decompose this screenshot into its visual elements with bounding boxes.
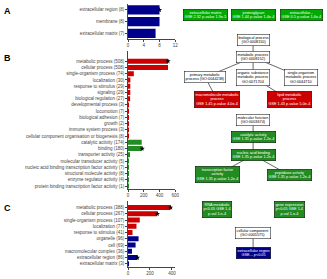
svg-text:nucleic acid binding transcrip: nucleic acid binding transcription facto… [25,165,125,170]
svg-text:nucleic acid bindingGSE 1.35 p: nucleic acid bindingGSE 1.35 p-value 1.2… [233,151,275,160]
svg-text:extracellular region (86): extracellular region (86) [77,255,125,260]
svg-text:organic substancemetabolic pro: organic substancemetabolic processGO:007… [238,71,269,85]
svg-text:localization (30): localization (30) [93,78,125,83]
svg-text:metabolic process(GO:0008152): metabolic process(GO:0008152) [238,53,269,62]
svg-text:catalytic activity (174): catalytic activity (174) [81,140,125,145]
svg-text:RNA metabolicp<0.05 GSE 1.4p-v: RNA metabolicp<0.05 GSE 1.4p-val 1.e-4 [204,203,231,217]
svg-text:proteoglycanGSE 1.44 p-value 1: proteoglycanGSE 1.44 p-value 1.4e-4 [233,11,275,20]
svg-text:B: B [4,53,11,63]
svg-text:cellular process (267): cellular process (267) [81,211,125,216]
svg-text:response to stimulus (41): response to stimulus (41) [74,230,125,235]
svg-text:primary metabolicprocess (GO:0: primary metabolicprocess (GO:0044238) [186,73,225,82]
svg-text:200: 200 [140,193,148,198]
svg-text:cellular component(GO:0005575): cellular component(GO:0005575) [237,229,270,238]
svg-text:600: 600 [172,193,180,198]
svg-text:response to stimulus (29): response to stimulus (29) [74,84,125,89]
svg-text:catalytic activityGSE 1.35 p-v: catalytic activityGSE 1.35 p-value 1.2e-… [233,133,275,142]
svg-text:400: 400 [156,193,164,198]
svg-text:biological adhesion (7): biological adhesion (7) [79,115,125,120]
svg-text:single-organismmetabolic proce: single-organismmetabolic processGO:00447… [286,71,317,85]
svg-text:single-organism process (74): single-organism process (74) [66,71,125,76]
svg-text:biological process(GO:0008150): biological process(GO:0008150) [239,36,269,45]
svg-text:membrane (8): membrane (8) [96,19,125,24]
svg-text:structural molecule activity (: structural molecule activity (8) [65,171,125,176]
svg-text:A: A [4,6,11,16]
svg-text:single-organism process (107): single-organism process (107) [64,218,125,223]
svg-text:cell (69): cell (69) [108,243,125,248]
svg-text:organelle (96): organelle (96) [97,236,125,241]
svg-text:0: 0 [127,271,130,276]
svg-text:400: 400 [168,271,176,276]
svg-text:cellular component organisatio: cellular component organisation or bioge… [26,134,125,139]
svg-text:peptidase activityGSE 1.35 p-v: peptidase activityGSE 1.35 p-value 1.2e-… [269,171,311,180]
svg-text:macromolecule metabolicprocess: macromolecule metabolicprocessGSE 1.45 p… [196,93,239,107]
svg-text:extracellular matrix (3): extracellular matrix (3) [80,261,125,266]
svg-text:locomotion (7): locomotion (7) [96,109,125,114]
svg-text:lipid metabolicprocessGSE 1.43: lipid metabolicprocessGSE 1.43 p-value 5… [269,93,311,107]
svg-text:signaling (29): signaling (29) [97,90,125,95]
svg-text:0: 0 [127,193,130,198]
svg-text:8: 8 [158,43,161,48]
svg-text:12: 12 [173,43,179,48]
svg-text:molecular transducer activity: molecular transducer activity (5) [61,159,125,164]
svg-text:200: 200 [146,271,154,276]
svg-text:metabolic process (388): metabolic process (388) [76,205,125,210]
svg-text:immune system process (3): immune system process (3) [69,127,125,132]
svg-text:enzyme regulator activity (4): enzyme regulator activity (4) [68,177,125,182]
svg-text:transporter activity (25): transporter activity (25) [78,152,125,157]
svg-text:protein binding transcription: protein binding transcription factor act… [35,184,125,189]
svg-text:binding (180): binding (180) [98,146,125,151]
svg-text:extracellular matrixGSE 2.32 p: extracellular matrixGSE 2.32 p-value 1.9… [185,11,227,20]
svg-text:localization (77): localization (77) [93,224,125,229]
svg-text:metabolic process (508): metabolic process (508) [76,59,125,64]
svg-text:extracellular regionGSE... p<0: extracellular regionGSE... p<0.05 [238,249,270,258]
svg-text:0: 0 [127,43,130,48]
svg-text:growth (2): growth (2) [104,121,125,126]
svg-text:extracellular...GSE 0.5 p-valu: extracellular...GSE 0.5 p-value 1.4e-4 [282,11,322,20]
svg-text:gene expressionp<0.05 GSE 1.4p: gene expressionp<0.05 GSE 1.4p-val 1.e-4 [276,203,304,217]
svg-text:cellular process (508): cellular process (508) [81,65,125,70]
svg-text:extracellular matrix (7): extracellular matrix (7) [80,31,125,36]
svg-text:extracellular region (8): extracellular region (8) [80,7,125,12]
svg-text:developmental process (3): developmental process (3) [71,102,125,107]
svg-text:macromolecular complex (36): macromolecular complex (36) [65,249,125,254]
svg-text:4: 4 [143,43,146,48]
svg-text:transcription factoractivityGS: transcription factoractivityGSE 1.35 p-v… [197,168,239,182]
svg-text:C: C [4,203,11,213]
svg-text:molecular function(GO:0003674): molecular function(GO:0003674) [238,116,269,125]
svg-text:biological regulation (27): biological regulation (27) [75,96,125,101]
